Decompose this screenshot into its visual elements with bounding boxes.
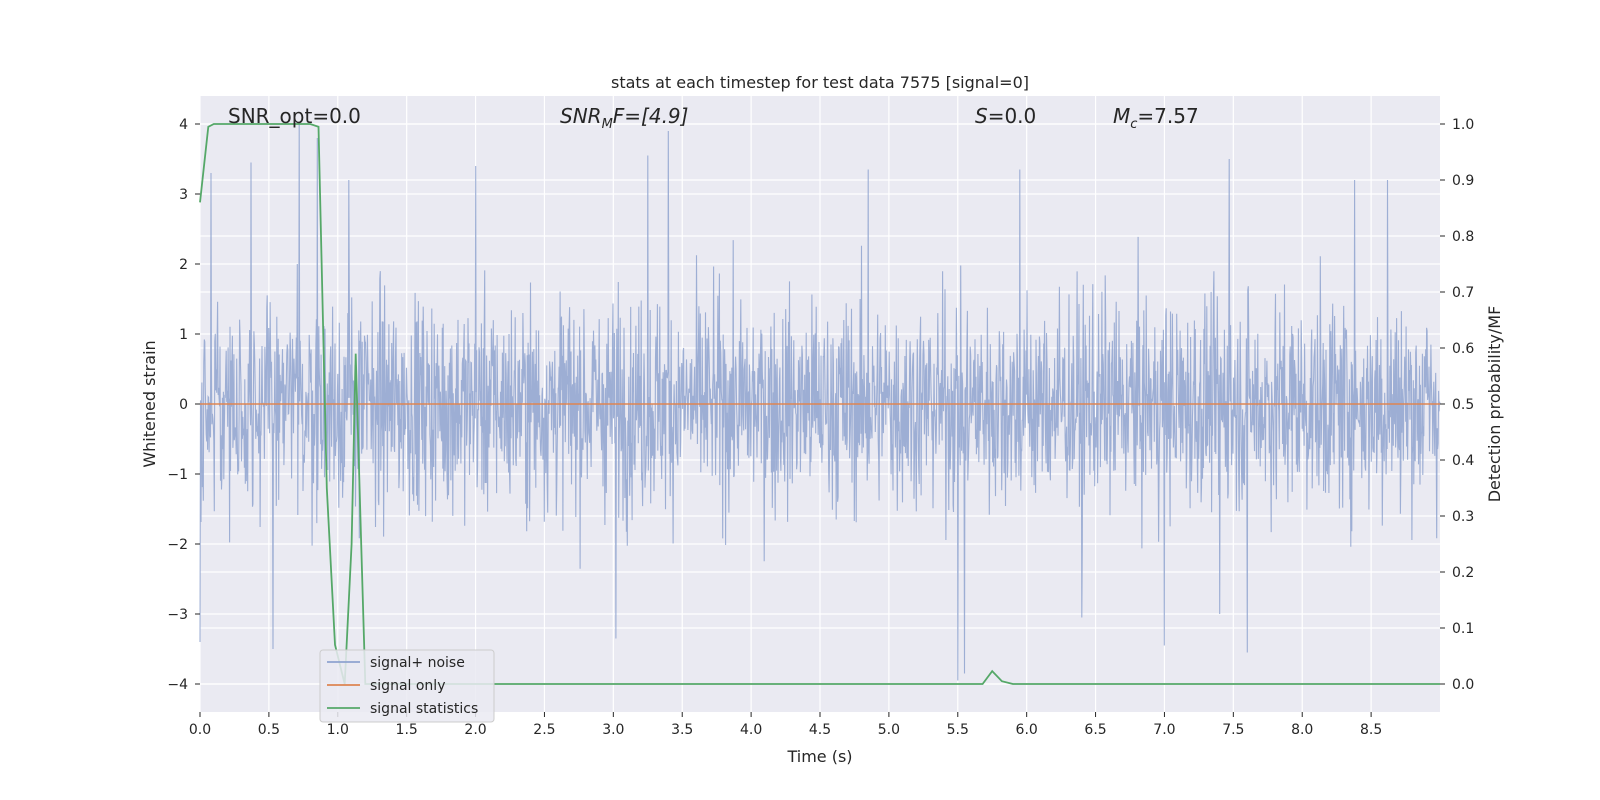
y2-tick-label: 0.8 [1452,229,1474,245]
x-tick-label: 4.5 [809,722,831,738]
y-tick-label: 2 [179,257,188,273]
y2-tick-label: 0.3 [1452,509,1474,525]
x-tick-label: 8.5 [1360,722,1382,738]
y-tick-label: −1 [167,467,188,483]
y2-tick-label: 0.0 [1452,677,1474,693]
x-axis-label: Time (s) [786,747,852,766]
x-tick-label: 4.0 [740,722,762,738]
legend-box [319,649,495,723]
y-tick-label: 4 [179,117,188,133]
x-tick-label: 5.5 [947,722,969,738]
y-tick-label: 0 [179,397,188,413]
chart-title: stats at each timestep for test data 757… [611,73,1029,92]
y2-tick-label: 0.4 [1452,453,1474,469]
y2-axis-label: Detection probability/MF [1485,306,1504,503]
y-axis-label: Whitened strain [140,340,159,467]
legend: signal+ noise signal only signal statist… [319,649,495,723]
x-tick-label: 2.0 [464,722,486,738]
x-tick-label: 7.5 [1222,722,1244,738]
series-signal-noise-path [199,123,1441,681]
annotation-snr-opt: SNR_opt=0.0 [228,104,361,128]
y-tick-label: −2 [167,537,188,553]
annotation-mc: Mc=7.57 [1113,104,1199,132]
y-tick-label: 1 [179,327,188,343]
x-tick-label: 0.5 [258,722,280,738]
annotation-snr-mf: SNRMF=[4.9] [560,104,688,132]
y2-axis-ticks: 1.0 0.9 0.8 0.7 0.6 0.5 0.4 0.3 0.2 0.1 0.0 [1440,117,1474,693]
x-tick-label: 3.5 [671,722,693,738]
x-tick-label: 3.0 [602,722,624,738]
x-tick-label: 1.0 [327,722,349,738]
x-tick-label: 7.0 [1153,722,1175,738]
x-tick-label: 2.5 [533,722,555,738]
x-tick-label: 0.0 [189,722,211,738]
legend-label-signal-only: signal only [370,678,445,694]
x-tick-label: 8.0 [1291,722,1313,738]
y2-tick-label: 1.0 [1452,117,1474,133]
y-tick-label: −4 [167,677,188,693]
annotation-s: S=0.0 [975,104,1036,128]
y2-tick-label: 0.6 [1452,341,1474,357]
x-tick-label: 1.5 [396,722,418,738]
x-tick-label: 6.5 [1084,722,1106,738]
y-axis-ticks: 4 3 2 1 0 −1 −2 −3 −4 [167,117,200,693]
y-tick-label: −3 [167,607,188,623]
y2-tick-label: 0.5 [1452,397,1474,413]
y2-tick-label: 0.1 [1452,621,1474,637]
y2-tick-label: 0.7 [1452,285,1474,301]
x-tick-label: 6.0 [1016,722,1038,738]
y2-tick-label: 0.2 [1452,565,1474,581]
y2-tick-label: 0.9 [1452,173,1474,189]
y-tick-label: 3 [179,187,188,203]
legend-label-signal-noise: signal+ noise [370,655,465,671]
x-axis-ticks: 0.0 0.5 1.0 1.5 2.0 2.5 3.0 3.5 4.0 4.5 5.0 5.5 6.0 6… [189,712,1382,738]
legend-label-signal-statistics: signal statistics [370,701,478,717]
x-tick-label: 5.0 [878,722,900,738]
series-signal-noise [199,123,1441,681]
